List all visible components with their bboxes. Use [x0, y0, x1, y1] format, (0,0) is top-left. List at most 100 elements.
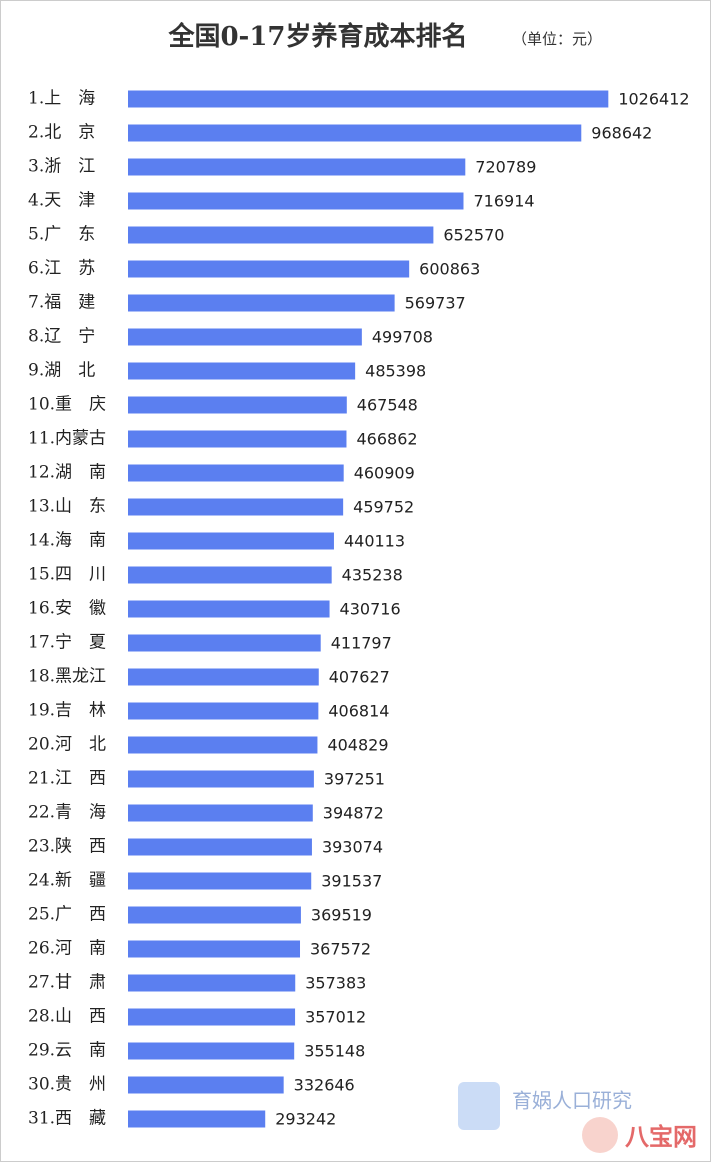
value-label: 652570 — [443, 226, 504, 245]
category-label: 19.吉 林 — [28, 701, 106, 721]
category-label: 23.陕 西 — [28, 837, 106, 857]
chart-title: 全国0-17岁养育成本排名 — [167, 21, 467, 52]
value-label: 466862 — [356, 430, 417, 449]
bar — [128, 226, 434, 244]
value-label: 460909 — [354, 464, 415, 483]
bar — [128, 668, 319, 686]
bar — [128, 770, 314, 788]
category-label: 20.河 北 — [28, 735, 106, 755]
category-label: 25.广 西 — [28, 905, 106, 925]
category-label: 2.北 京 — [28, 123, 95, 143]
bar — [128, 498, 344, 516]
watermark-logo — [582, 1117, 618, 1153]
value-label: 394872 — [323, 804, 384, 823]
category-label: 4.天 津 — [28, 191, 95, 211]
value-label: 357383 — [305, 974, 366, 993]
bar — [128, 158, 466, 176]
bar — [128, 294, 395, 312]
category-label: 31.西 藏 — [28, 1109, 106, 1129]
value-label: 499708 — [372, 328, 433, 347]
bar — [128, 566, 332, 584]
category-label: 26.河 南 — [28, 939, 106, 959]
bar — [128, 634, 321, 652]
value-label: 485398 — [365, 362, 426, 381]
bar — [128, 736, 318, 754]
value-label: 391537 — [321, 872, 382, 891]
bar — [128, 464, 344, 482]
value-label: 1026412 — [618, 90, 689, 109]
category-label: 29.云 南 — [28, 1041, 106, 1061]
value-label: 467548 — [357, 396, 418, 415]
category-label: 16.安 徽 — [28, 599, 106, 619]
category-label: 27.甘 肃 — [28, 973, 106, 993]
bar — [128, 974, 296, 992]
category-label: 21.江 西 — [28, 769, 106, 789]
value-label: 716914 — [473, 192, 534, 211]
bar — [128, 940, 301, 958]
category-label: 8.辽 宁 — [28, 327, 95, 347]
bar — [128, 1110, 266, 1128]
value-label: 459752 — [353, 498, 414, 517]
category-label: 10.重 庆 — [28, 395, 106, 415]
value-label: 355148 — [304, 1042, 365, 1061]
category-label: 18.黑龙江 — [28, 667, 106, 687]
category-label: 15.四 川 — [28, 565, 106, 585]
bar — [128, 362, 356, 380]
value-label: 569737 — [405, 294, 466, 313]
value-label: 367572 — [310, 940, 371, 959]
value-label: 406814 — [328, 702, 389, 721]
chart-subtitle: （单位：元） — [512, 30, 602, 48]
watermark-logo — [458, 1082, 500, 1130]
bar — [128, 838, 312, 856]
value-label: 440113 — [344, 532, 405, 551]
category-label: 5.广 东 — [28, 225, 95, 245]
category-label: 12.湖 南 — [28, 463, 106, 483]
value-label: 411797 — [331, 634, 392, 653]
value-label: 293242 — [275, 1110, 336, 1129]
category-label: 13.山 东 — [28, 497, 106, 517]
bar — [128, 1008, 296, 1026]
category-label: 17.宁 夏 — [28, 633, 106, 653]
bar — [128, 1042, 295, 1060]
bar — [128, 600, 330, 618]
value-label: 357012 — [305, 1008, 366, 1027]
value-label: 332646 — [294, 1076, 355, 1095]
bar — [128, 396, 347, 414]
category-label: 7.福 建 — [28, 293, 95, 313]
category-label: 28.山 西 — [28, 1007, 106, 1027]
bar — [128, 702, 319, 720]
value-label: 393074 — [322, 838, 383, 857]
value-label: 404829 — [327, 736, 388, 755]
value-label: 407627 — [329, 668, 390, 687]
category-label: 11.内蒙古 — [28, 429, 106, 449]
value-label: 369519 — [311, 906, 372, 925]
bar — [128, 872, 312, 890]
bar — [128, 532, 334, 550]
category-label: 30.贵 州 — [28, 1075, 106, 1095]
bar — [128, 328, 362, 346]
watermark: 八宝网 — [625, 1123, 697, 1151]
bar — [128, 192, 464, 210]
bar — [128, 1076, 284, 1094]
category-label: 9.湖 北 — [28, 361, 95, 381]
watermark: 育娲人口研究 — [512, 1089, 632, 1113]
value-label: 968642 — [591, 124, 652, 143]
value-label: 397251 — [324, 770, 385, 789]
category-label: 24.新 疆 — [28, 871, 106, 891]
category-label: 1.上 海 — [28, 89, 95, 109]
category-label: 6.江 苏 — [28, 259, 95, 279]
bar — [128, 430, 347, 448]
category-label: 22.青 海 — [28, 803, 106, 823]
value-label: 600863 — [419, 260, 480, 279]
category-label: 3.浙 江 — [28, 157, 95, 177]
bar — [128, 804, 313, 822]
value-label: 720789 — [475, 158, 536, 177]
bar — [128, 90, 609, 108]
value-label: 430716 — [340, 600, 401, 619]
category-label: 14.海 南 — [28, 531, 106, 551]
bar — [128, 124, 582, 142]
bar — [128, 260, 410, 278]
value-label: 435238 — [342, 566, 403, 585]
bar — [128, 906, 301, 924]
